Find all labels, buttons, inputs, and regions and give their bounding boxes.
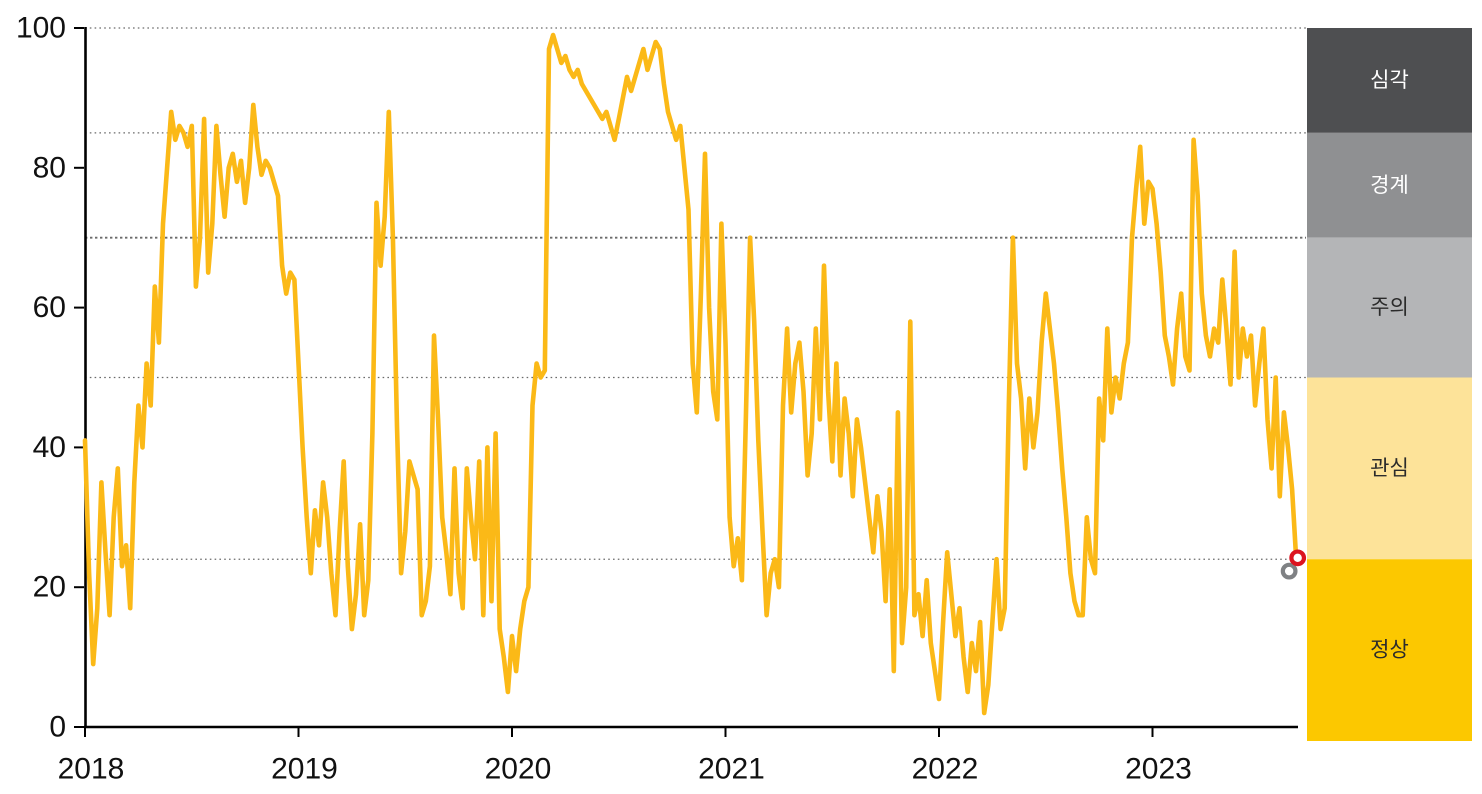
risk-band-attention (1307, 377, 1472, 560)
x-tick-label-2021: 2021 (698, 753, 765, 786)
risk-band-normal (1307, 559, 1472, 741)
risk-band-label-attention: 관심 (1370, 457, 1409, 480)
index-line (82, 32, 1299, 716)
y-tick-label-80: 80 (33, 151, 66, 184)
risk-band-label-caution: 주의 (1370, 296, 1409, 319)
risk-band-label-normal: 정상 (1370, 639, 1409, 662)
risk-band-label-alert: 경계 (1370, 174, 1409, 197)
x-tick-label-2020: 2020 (485, 753, 552, 786)
y-tick-label-40: 40 (33, 431, 66, 464)
risk-band-label-severe: 심각 (1370, 69, 1409, 92)
y-tick-label-100: 100 (16, 12, 66, 45)
latest-point-marker (1289, 549, 1307, 567)
x-tick-label-2018: 2018 (58, 753, 125, 786)
risk-band-caution (1307, 237, 1472, 378)
risk-band-alert (1307, 132, 1472, 238)
previous-point-marker (1280, 562, 1298, 580)
y-tick-label-0: 0 (49, 711, 66, 744)
y-tick-label-60: 60 (33, 291, 66, 324)
x-tick-label-2023: 2023 (1125, 753, 1192, 786)
x-tick-label-2022: 2022 (912, 753, 979, 786)
x-tick-label-2019: 2019 (271, 753, 338, 786)
risk-band-severe (1307, 28, 1472, 133)
y-tick-label-20: 20 (33, 571, 66, 604)
